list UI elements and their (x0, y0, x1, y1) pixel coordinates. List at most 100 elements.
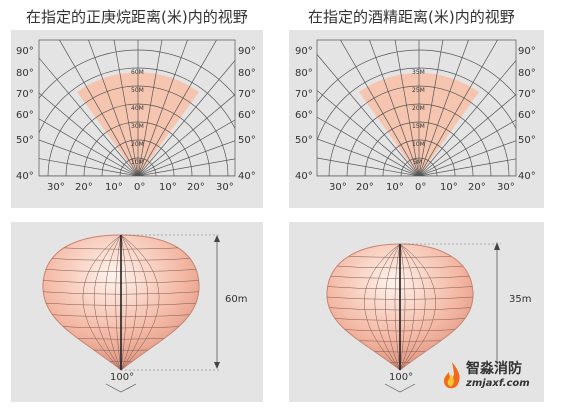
mesh-meridian (120, 235, 127, 370)
azimuth-label: 10° (440, 182, 458, 193)
angle-marker (384, 383, 416, 393)
range-label: 60m (225, 294, 247, 305)
grid-spoke (340, 40, 420, 176)
mesh-meridian (120, 235, 137, 370)
azimuth-labels: 30° 20° 10° 0° 10° 20° 30° (47, 182, 234, 193)
watermark-logo: 智淼消防 zmjaxf.com (440, 358, 550, 398)
mesh-meridian (115, 235, 122, 370)
grid-spoke (137, 158, 235, 176)
alcohol-polar-panel: 90° 80° 70° 60° 50° 40° 90° 80° 70° 60° … (289, 30, 544, 208)
elevation-label: 40° (238, 171, 256, 182)
distance-label: 20M (412, 105, 425, 112)
elevation-label: 80° (518, 68, 536, 79)
heptane-cone-panel: 60m 100° (11, 222, 263, 402)
grid-spoke (418, 119, 516, 176)
polar-grid (317, 40, 516, 176)
distance-label: 20M (131, 141, 144, 148)
elevation-label: 90° (295, 46, 313, 57)
grid-spoke (317, 53, 420, 176)
logo-url: zmjaxf.com (466, 378, 530, 389)
azimuth-label: 30° (329, 182, 347, 193)
heptane-polar-chart: 90° 80° 70° 60° 50° 40° 90° 80° 70° 60° … (16, 39, 256, 193)
chart-frame (38, 39, 236, 177)
distance-label: 60M (131, 69, 144, 76)
chart-frame (316, 39, 517, 177)
azimuth-label: 30° (47, 182, 65, 193)
azimuth-labels: 30° 20° 10° 0° 10° 20° 30° (329, 182, 515, 193)
mesh-meridian (120, 235, 149, 370)
grid-spoke (418, 40, 444, 176)
distance-label: 10M (412, 141, 425, 148)
elevation-label: 90° (238, 46, 256, 57)
distance-labels: 5M 10M 15M 20M 25M 35M (412, 69, 425, 166)
grid-spoke (39, 92, 139, 176)
elevation-labels: 90° 80° 70° 60° 50° 40° 90° 80° 70° 60° … (295, 46, 536, 182)
grid-spoke (418, 140, 516, 176)
mesh-meridian (374, 244, 401, 370)
distance-label: 25M (412, 87, 425, 94)
elevation-label: 70° (518, 89, 536, 100)
grid-spoke (137, 40, 188, 176)
elevation-label: 40° (295, 171, 313, 182)
grid-spoke (418, 40, 498, 176)
grid-spoke (59, 40, 139, 176)
azimuth-label: 20° (187, 182, 205, 193)
elevation-label: 60° (238, 110, 256, 121)
elevation-label: 80° (238, 68, 256, 79)
grid-spoke (317, 138, 420, 176)
mesh-meridian (399, 244, 406, 370)
distance-label: 50M (131, 87, 144, 94)
azimuth-label: 20° (75, 182, 93, 193)
grid-spoke (137, 140, 235, 176)
azimuth-label: 10° (386, 182, 404, 193)
elevation-label: 90° (16, 46, 34, 57)
distance-label: 5M (413, 159, 422, 166)
grid-spoke (369, 40, 420, 176)
title-heptane: 在指定的正庚烷距离(米)内的视野 (26, 8, 248, 26)
angle-label: 100° (389, 372, 413, 383)
heptane-cone: 60m 100° (42, 234, 247, 393)
mesh-meridian (105, 235, 122, 370)
elevation-label: 60° (518, 110, 536, 121)
grid-spoke (39, 118, 139, 176)
elevation-labels: 90° 80° 70° 60° 50° 40° 90° 80° 70° 60° … (16, 46, 256, 182)
azimuth-label: 10° (105, 182, 123, 193)
angle-label: 100° (110, 372, 134, 383)
mesh-meridian (385, 244, 401, 370)
distance-label: 10M (131, 159, 144, 166)
flame-icon (443, 362, 460, 389)
elevation-label: 90° (518, 46, 536, 57)
grid-spoke (418, 59, 516, 176)
azimuth-label: 0° (134, 182, 145, 193)
elevation-label: 60° (295, 110, 313, 121)
grid-spoke (418, 40, 469, 176)
grid-spoke (137, 94, 235, 176)
title-alcohol: 在指定的酒精距离(米)内的视野 (308, 8, 515, 26)
angle-marker (105, 383, 137, 393)
grid-spoke (39, 158, 139, 176)
grid-spoke (418, 94, 516, 176)
grid-spoke (317, 89, 420, 176)
distance-label: 40M (131, 105, 144, 112)
grid-spoke (394, 40, 420, 176)
grid-spoke (317, 157, 420, 176)
mesh-meridian (399, 244, 436, 370)
distance-labels: 10M 20M 30M 40M 50M 60M (131, 69, 144, 166)
mesh-meridian (93, 235, 122, 370)
azimuth-label: 20° (356, 182, 374, 193)
range-label: 35m (509, 294, 531, 305)
arrow-heads (494, 242, 500, 250)
azimuth-label: 30° (216, 182, 234, 193)
distance-label: 35M (412, 69, 425, 76)
grid-spoke (137, 119, 235, 176)
logo-name: 智淼消防 (466, 361, 522, 377)
elevation-label: 60° (16, 110, 34, 121)
distance-label: 15M (412, 123, 425, 130)
alcohol-cone-panel: 35m 100° (289, 222, 544, 402)
elevation-label: 80° (295, 68, 313, 79)
alcohol-polar-chart: 90° 80° 70° 60° 50° 40° 90° 80° 70° 60° … (295, 39, 536, 193)
azimuth-label: 10° (159, 182, 177, 193)
elevation-label: 70° (16, 89, 34, 100)
grid-spoke (137, 40, 217, 176)
mesh-meridian (399, 244, 415, 370)
